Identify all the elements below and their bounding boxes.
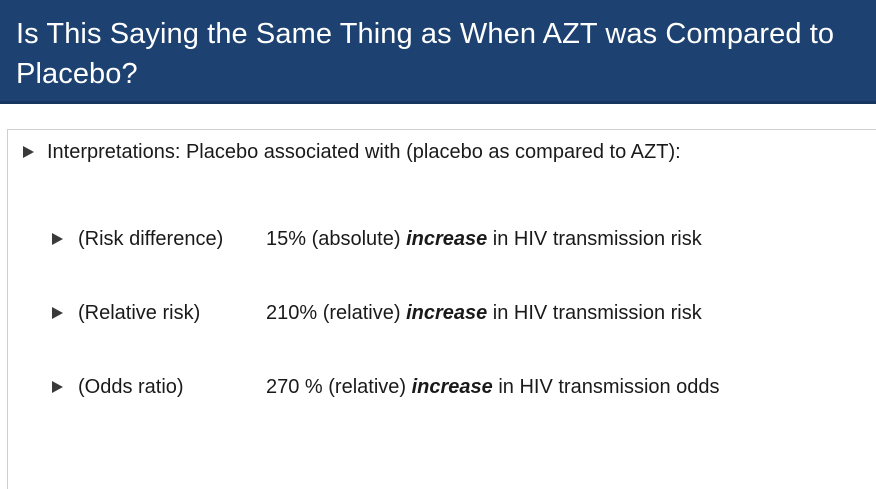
content-frame [7,129,876,489]
bullet-icon [52,233,63,245]
item-label-odds-ratio: (Odds ratio) [78,376,184,398]
main-bullet-text: Interpretations: Placebo associated with… [47,141,681,163]
value-suffix: in HIV transmission risk [487,302,702,324]
value-emphasis: increase [411,376,493,398]
value-prefix: 15% (absolute) [266,228,407,250]
bullet-icon [52,381,63,393]
slide-header: Is This Saying the Same Thing as When AZ… [0,0,876,104]
value-suffix: in HIV transmission risk [487,228,702,250]
bullet-icon [23,146,34,158]
value-prefix: 210% (relative) [266,302,407,324]
value-prefix: 270 % (relative) [266,376,412,398]
item-value-risk-difference: 15% (absolute) increase in HIV transmiss… [266,227,702,251]
value-suffix: in HIV transmission odds [492,376,720,398]
value-emphasis: increase [406,302,488,324]
item-value-relative-risk: 210% (relative) increase in HIV transmis… [266,301,702,325]
bullet-icon [52,307,63,319]
slide-title: Is This Saying the Same Thing as When AZ… [16,18,835,90]
item-value-odds-ratio: 270 % (relative) increase in HIV transmi… [266,375,720,399]
item-label-relative-risk: (Relative risk) [78,302,201,324]
value-emphasis: increase [406,228,488,250]
item-label-risk-difference: (Risk difference) [78,228,224,250]
